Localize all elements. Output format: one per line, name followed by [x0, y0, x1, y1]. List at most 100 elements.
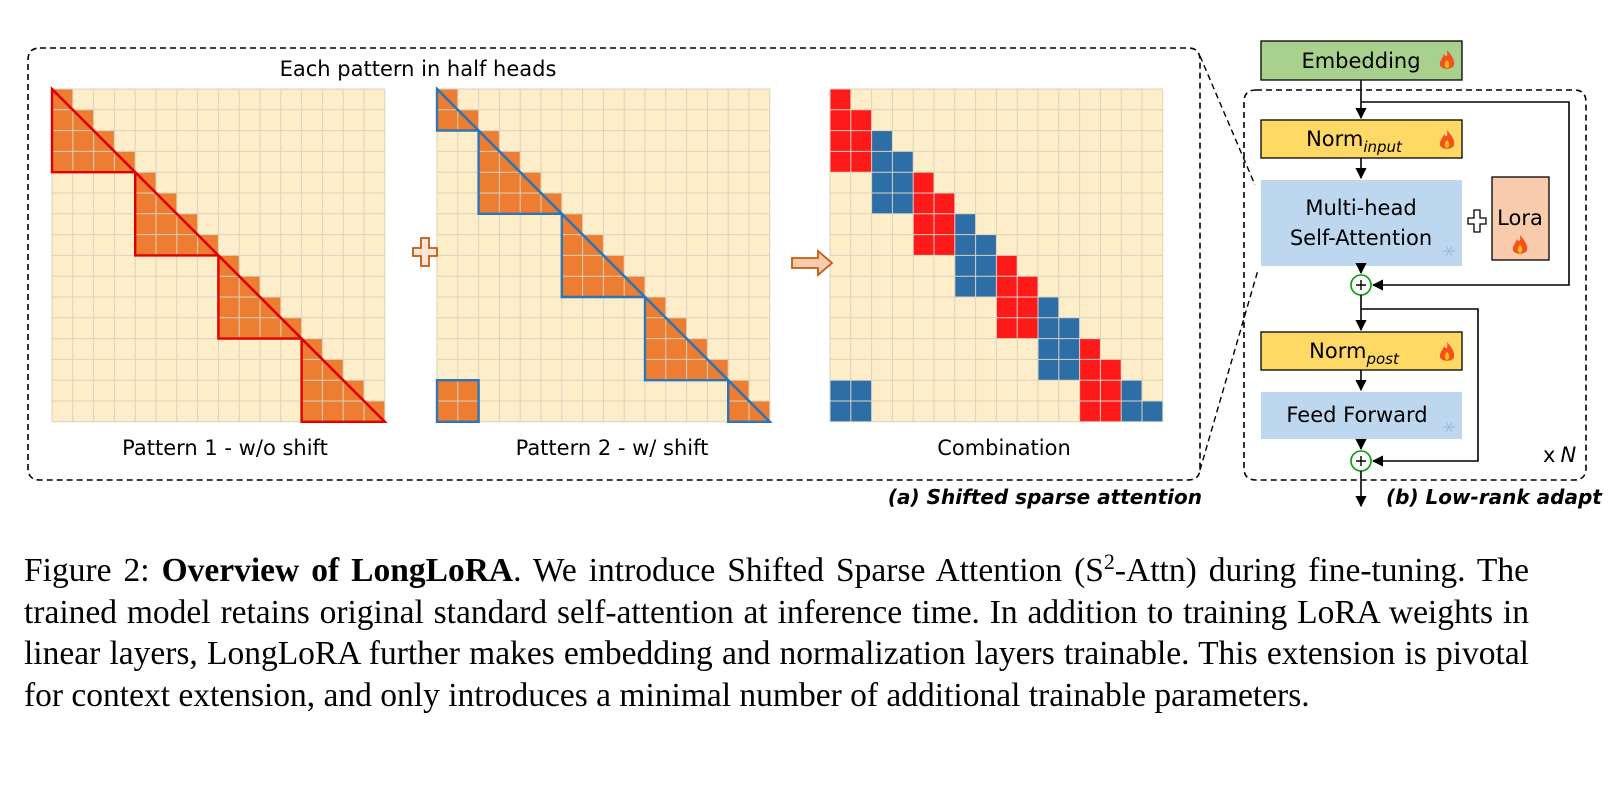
attended-cell: [830, 89, 851, 110]
caption-text-1: . We introduce Shifted Sparse Attention …: [513, 552, 1104, 589]
attended-cell: [892, 193, 914, 214]
pattern-1-label: Pattern 1 - w/o shift: [122, 436, 328, 460]
attended-cell: [975, 276, 997, 297]
attended-cell: [728, 401, 749, 422]
attended-cell: [457, 401, 479, 422]
attended-cell: [260, 317, 281, 339]
caption-bold-title: Overview of LongLoRA: [161, 552, 514, 589]
attended-cell: [343, 401, 364, 422]
attended-cell: [1017, 276, 1038, 297]
attended-cell: [1038, 297, 1059, 318]
attended-cell: [645, 338, 666, 360]
attended-cell: [322, 401, 344, 422]
fire-icon: [1439, 50, 1455, 69]
attended-cell: [1017, 297, 1038, 318]
attended-cell: [1038, 359, 1059, 381]
fire-icon: [1439, 130, 1455, 149]
attended-cell: [52, 130, 73, 152]
attended-cell: [830, 109, 851, 131]
add-node-2: [1350, 450, 1372, 472]
flow-arrows: [1355, 80, 1570, 508]
attended-cell: [1079, 380, 1101, 401]
attended-cell: [1038, 317, 1059, 339]
add-node-1: [1350, 274, 1372, 296]
attended-cell: [52, 151, 73, 173]
attended-cell: [1100, 380, 1122, 401]
attention-label-line2: Self-Attention: [1290, 226, 1432, 250]
attended-cell: [996, 317, 1018, 339]
attended-cell: [603, 276, 625, 297]
block-outline: [435, 379, 480, 424]
attended-cell: [156, 213, 177, 235]
attended-cell: [135, 193, 156, 214]
attended-cell: [850, 401, 872, 422]
attended-cell: [913, 213, 934, 235]
lora-box: [1491, 176, 1550, 261]
fire-icon: [1512, 235, 1528, 254]
attended-cell: [850, 380, 872, 401]
panel-b-frame: [1243, 89, 1587, 481]
attended-cell: [301, 359, 323, 381]
snowflake-icon: [1443, 245, 1455, 257]
norm-input-label: Norminput: [1306, 127, 1403, 156]
attended-cell: [913, 172, 934, 193]
attended-cell: [1058, 359, 1080, 381]
attended-cell: [996, 255, 1018, 277]
zoom-line-bottom: [1199, 269, 1259, 471]
attended-cell: [239, 297, 260, 318]
attended-cell: [645, 317, 666, 339]
attended-cell: [871, 172, 893, 193]
attended-cell: [871, 193, 893, 214]
attended-cell: [934, 213, 955, 235]
figure-caption: Figure 2: Overview of LongLoRA. We intro…: [24, 550, 1529, 716]
attended-cell: [850, 109, 872, 131]
attended-cell: [934, 234, 955, 256]
attended-cell: [218, 276, 240, 297]
attended-cell: [913, 193, 934, 214]
zoom-line-top: [1199, 55, 1256, 186]
attended-cell: [239, 317, 260, 339]
attended-cell: [72, 130, 94, 152]
attended-cell: [1121, 380, 1142, 401]
attended-cell: [934, 193, 955, 214]
caption-superscript: 2: [1103, 548, 1115, 574]
attended-cell: [322, 380, 344, 401]
plus-icon: [412, 237, 438, 267]
attended-cell: [437, 401, 458, 422]
attended-cell: [72, 151, 94, 173]
attended-cell: [1142, 401, 1163, 422]
attended-cell: [135, 234, 156, 256]
attended-cell: [301, 401, 323, 422]
attended-cell: [830, 130, 851, 152]
panel-a-frame: [27, 47, 1201, 481]
attended-cell: [156, 234, 177, 256]
attended-cell: [561, 255, 583, 277]
attended-cell: [561, 276, 583, 297]
attended-cell: [913, 234, 934, 256]
attended-cell: [93, 151, 115, 173]
attended-cell: [176, 234, 198, 256]
attended-cell: [499, 193, 521, 214]
attended-cell: [830, 401, 851, 422]
attended-cell: [892, 151, 914, 173]
plus-icon: [1467, 209, 1487, 233]
attended-cell: [830, 380, 851, 401]
attended-cell: [1079, 401, 1101, 422]
attended-cell: [478, 172, 500, 193]
pattern-2-matrix: [435, 86, 773, 424]
right-arrow-icon: [791, 249, 834, 277]
attended-cell: [520, 193, 541, 214]
attended-cell: [686, 359, 708, 381]
attended-cell: [830, 151, 851, 173]
attended-cell: [1079, 338, 1101, 360]
feed-forward-label: Feed Forward: [1286, 403, 1427, 427]
embedding-box: [1260, 40, 1463, 81]
norm-post-box: [1260, 331, 1463, 371]
lora-label: Lora: [1497, 206, 1543, 230]
caption-text-2: -Attn) during fine-tuning. The trained m…: [24, 552, 1529, 714]
attended-cell: [437, 380, 458, 401]
attended-cell: [996, 297, 1018, 318]
attended-cell: [478, 151, 500, 173]
attended-cell: [218, 317, 240, 339]
caption-prefix: Figure 2:: [24, 552, 162, 589]
